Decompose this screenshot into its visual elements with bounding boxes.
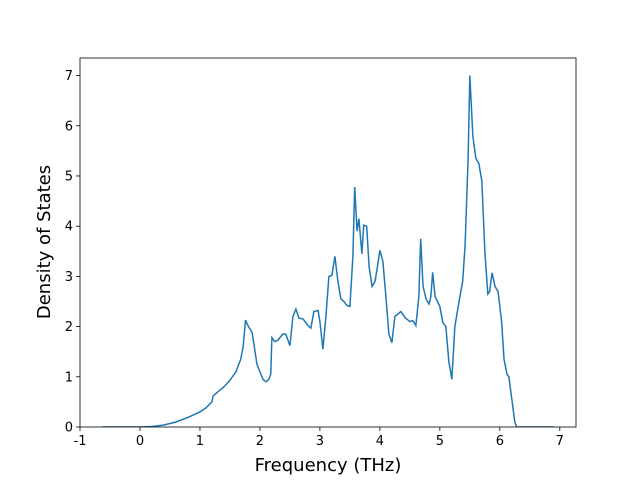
dos-line	[102, 75, 554, 427]
y-axis-label: Density of States	[34, 165, 55, 319]
x-tick-label: 1	[196, 434, 204, 449]
x-tick-label: 2	[256, 434, 264, 449]
y-tick-label: 4	[65, 220, 73, 235]
y-tick-label: 6	[65, 119, 73, 134]
y-tick-label: 0	[65, 421, 73, 436]
x-tick-label: 0	[136, 434, 144, 449]
x-tick-label: 5	[436, 434, 444, 449]
x-tick-label: 4	[376, 434, 384, 449]
y-tick-label: 2	[65, 320, 73, 335]
y-tick-label: 7	[65, 69, 73, 84]
y-tick-label: 5	[65, 169, 73, 184]
y-tick-label: 3	[65, 270, 73, 285]
x-tick-label: 3	[316, 434, 324, 449]
y-tick-label: 1	[65, 370, 73, 385]
x-tick-label: 7	[556, 434, 564, 449]
x-tick-label: -1	[74, 434, 87, 449]
axes-frame	[79, 57, 577, 428]
x-axis-label: Frequency (THz)	[255, 455, 402, 476]
x-tick-label: 6	[496, 434, 504, 449]
